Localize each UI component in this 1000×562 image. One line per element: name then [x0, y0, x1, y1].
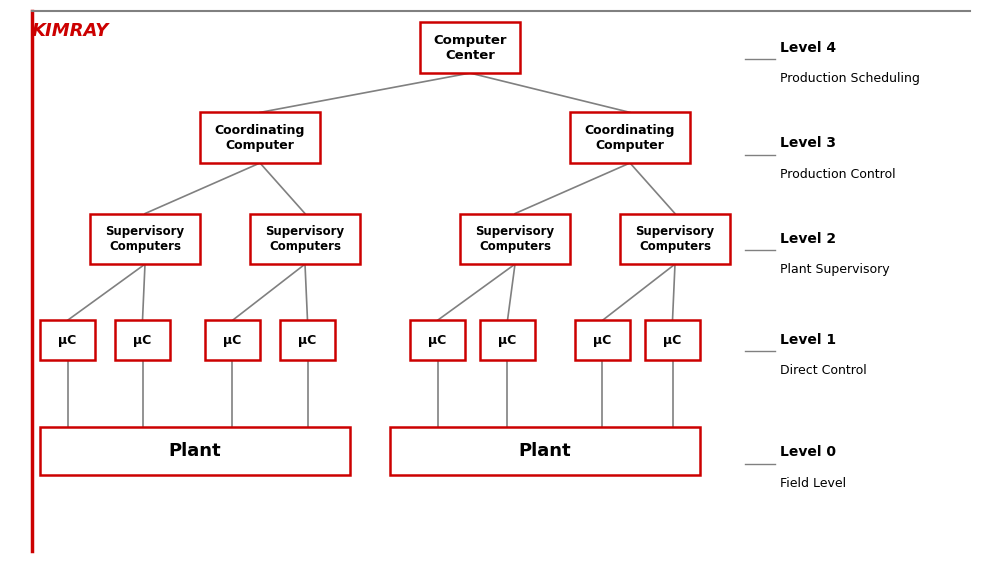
Text: Supervisory
Computers: Supervisory Computers — [265, 225, 345, 253]
FancyBboxPatch shape — [410, 320, 465, 360]
Text: μC: μC — [428, 333, 447, 347]
FancyBboxPatch shape — [575, 320, 630, 360]
Text: μC: μC — [298, 333, 317, 347]
FancyBboxPatch shape — [115, 320, 170, 360]
FancyBboxPatch shape — [480, 320, 535, 360]
Text: μC: μC — [498, 333, 517, 347]
FancyBboxPatch shape — [420, 22, 520, 73]
FancyBboxPatch shape — [90, 214, 200, 264]
FancyBboxPatch shape — [205, 320, 260, 360]
Text: μC: μC — [663, 333, 682, 347]
Text: μC: μC — [58, 333, 77, 347]
Text: Coordinating
Computer: Coordinating Computer — [585, 124, 675, 152]
Text: KIMRAY: KIMRAY — [31, 22, 109, 40]
Text: Supervisory
Computers: Supervisory Computers — [475, 225, 555, 253]
Text: Field Level: Field Level — [780, 477, 846, 490]
FancyBboxPatch shape — [570, 112, 690, 163]
Text: Level 2: Level 2 — [780, 232, 836, 246]
Text: Coordinating
Computer: Coordinating Computer — [215, 124, 305, 152]
Text: μC: μC — [133, 333, 152, 347]
FancyBboxPatch shape — [390, 427, 700, 475]
FancyBboxPatch shape — [460, 214, 570, 264]
Text: Plant Supervisory: Plant Supervisory — [780, 263, 890, 277]
FancyBboxPatch shape — [40, 427, 350, 475]
Text: Level 0: Level 0 — [780, 446, 836, 459]
Text: μC: μC — [223, 333, 242, 347]
Text: Production Control: Production Control — [780, 167, 896, 181]
Text: Production Scheduling: Production Scheduling — [780, 72, 920, 85]
FancyBboxPatch shape — [200, 112, 320, 163]
Text: Plant: Plant — [169, 442, 221, 460]
Text: Plant: Plant — [519, 442, 571, 460]
Text: Level 4: Level 4 — [780, 41, 836, 55]
FancyBboxPatch shape — [40, 320, 95, 360]
Text: Supervisory
Computers: Supervisory Computers — [105, 225, 185, 253]
Text: μC: μC — [593, 333, 612, 347]
Text: Level 1: Level 1 — [780, 333, 836, 347]
Text: Computer
Center: Computer Center — [433, 34, 507, 62]
FancyBboxPatch shape — [620, 214, 730, 264]
FancyBboxPatch shape — [250, 214, 360, 264]
Text: Supervisory
Computers: Supervisory Computers — [635, 225, 715, 253]
Text: Direct Control: Direct Control — [780, 364, 867, 378]
FancyBboxPatch shape — [280, 320, 335, 360]
Text: Level 3: Level 3 — [780, 137, 836, 150]
FancyBboxPatch shape — [645, 320, 700, 360]
